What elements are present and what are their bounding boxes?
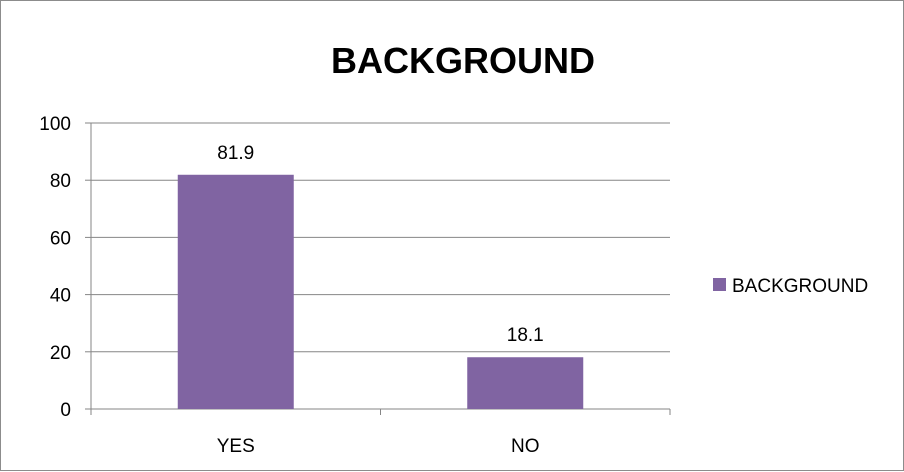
- data-label-no: 18.1: [507, 325, 544, 346]
- y-tick-label: 40: [50, 286, 71, 307]
- y-tick-labels: 0 20 40 60 80 100: [39, 114, 71, 421]
- data-label-yes: 81.9: [217, 143, 254, 164]
- y-tick-label: 60: [50, 228, 71, 249]
- y-tick-label: 100: [39, 114, 71, 135]
- chart-title: BACKGROUND: [331, 40, 595, 81]
- x-tick-label-no: NO: [511, 436, 540, 457]
- y-tick-label: 80: [50, 171, 71, 192]
- data-labels: 81.9 18.1: [217, 143, 543, 346]
- bar-yes: [177, 174, 294, 409]
- bar-no: [467, 357, 584, 409]
- x-tick-label-yes: YES: [217, 436, 255, 457]
- x-tick-labels: YES NO: [217, 436, 540, 457]
- legend-label: BACKGROUND: [732, 276, 868, 297]
- legend: BACKGROUND: [713, 276, 868, 297]
- y-tick-label: 20: [50, 343, 71, 364]
- y-tick-label: 0: [60, 400, 71, 421]
- bars: [177, 174, 584, 409]
- legend-swatch: [713, 278, 726, 291]
